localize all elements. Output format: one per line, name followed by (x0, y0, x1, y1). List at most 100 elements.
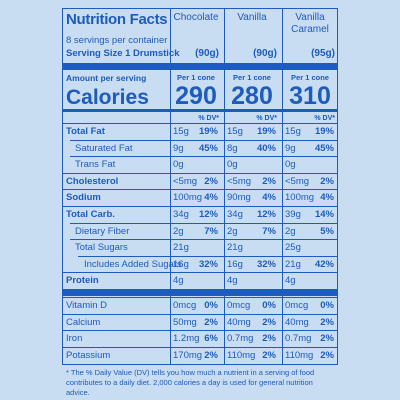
daily-value: 19% (198, 126, 218, 137)
amount: 21g (173, 242, 189, 254)
column-line (282, 8, 283, 365)
nutrient-name: Includes Added Sugars (84, 258, 182, 270)
amount: 1.2mg (173, 333, 200, 345)
amount: 2g (173, 225, 184, 237)
row-rule (62, 189, 338, 191)
daily-value: 42% (314, 258, 334, 270)
column-serving-size: (90g) (253, 48, 277, 59)
column-serving-size: (90g) (195, 48, 219, 59)
dv-header: % DV* (198, 115, 219, 122)
nutrient-name: Total Sugars (75, 242, 128, 254)
daily-value: 7% (204, 225, 218, 237)
amount: 4g (227, 275, 238, 287)
row-rule (62, 206, 338, 207)
servings: 8 servings per container (66, 35, 168, 46)
amount: 2g (227, 225, 238, 237)
daily-value: 0% (204, 300, 218, 311)
row-rule (70, 139, 338, 141)
daily-value: 2% (262, 333, 276, 345)
daily-value: 4% (262, 192, 276, 204)
nutrient-name: Calcium (66, 316, 101, 328)
daily-value: 0% (262, 300, 276, 311)
column-line (224, 8, 225, 365)
frame (62, 8, 338, 365)
daily-value: 7% (262, 225, 276, 237)
calories-value: 310 (289, 82, 331, 110)
daily-value: 2% (262, 175, 276, 187)
daily-value: 32% (198, 258, 218, 270)
row-rule (62, 313, 338, 315)
amount: 0.7mg (285, 333, 312, 345)
amount: 2g (285, 225, 296, 237)
daily-value: 2% (262, 316, 276, 328)
row-rule (62, 123, 338, 124)
amount: 0mcg (173, 300, 197, 311)
amount: 170mg (173, 349, 203, 361)
column-name: Chocolate (173, 12, 219, 23)
daily-value: 19% (256, 126, 276, 137)
calories-value: 280 (231, 82, 273, 110)
dv-header: % DV* (256, 115, 277, 122)
per-cone: Per 1 cone (233, 73, 271, 82)
serving-size: Serving Size 1 Drumstick (66, 48, 180, 59)
calories-label: Calories (66, 86, 149, 109)
amount: 15g (173, 126, 189, 137)
amount: <5mg (173, 175, 198, 187)
amount: 15g (227, 126, 243, 137)
amount: 4g (173, 275, 184, 287)
medium-rule (62, 109, 338, 112)
thick-rule (62, 63, 338, 70)
amount: 16g (173, 258, 189, 270)
amount: 50mg (173, 316, 197, 328)
column-name: Vanilla (237, 12, 267, 23)
per-cone: Per 1 cone (291, 73, 329, 82)
row-rule (62, 330, 338, 332)
column-serving-size: (95g) (311, 48, 335, 59)
row-rule (78, 255, 338, 257)
amount: 110mg (227, 349, 256, 361)
amount: 9g (173, 142, 184, 154)
amount: 21g (285, 258, 301, 270)
amount: 4g (285, 275, 296, 287)
amount: 90mg (227, 192, 251, 204)
row-rule (70, 222, 338, 224)
amount: 39g (285, 209, 301, 220)
daily-value: 2% (320, 316, 334, 328)
daily-value: 40% (256, 142, 276, 154)
daily-value: 12% (198, 209, 218, 220)
amount: 0.7mg (227, 333, 254, 345)
daily-value: 4% (204, 192, 218, 204)
amount: 100mg (173, 192, 203, 204)
daily-value: 12% (256, 209, 276, 220)
dv-header: % DV* (314, 115, 335, 122)
amount: 0mcg (285, 300, 309, 311)
amount: 0g (227, 159, 238, 171)
nutrient-name: Dietary Fiber (75, 225, 130, 237)
column-name: Vanilla Caramel (291, 12, 329, 35)
daily-value: 2% (320, 333, 334, 345)
amount: 0g (285, 159, 296, 171)
row-rule (62, 272, 338, 274)
nutrient-name: Vitamin D (66, 300, 108, 311)
amount: 0mcg (227, 300, 251, 311)
daily-value: 4% (320, 192, 334, 204)
amount: <5mg (285, 175, 310, 187)
daily-value: 6% (204, 333, 218, 345)
amount: 40mg (285, 316, 309, 328)
thick-rule (62, 289, 338, 296)
nutrient-name: Saturated Fat (75, 142, 133, 154)
amount: 100mg (285, 192, 315, 204)
daily-value: 0% (320, 300, 334, 311)
nutrient-name: Cholesterol (66, 175, 119, 187)
row-rule (70, 156, 338, 158)
amount: 15g (285, 126, 301, 137)
daily-value: 2% (204, 349, 218, 361)
row-rule (62, 297, 338, 298)
nutrient-name: Iron (66, 333, 83, 345)
daily-value: 45% (314, 142, 334, 154)
amount: 8g (227, 142, 238, 154)
amount: 40mg (227, 316, 251, 328)
row-rule (62, 172, 338, 174)
row-rule (62, 346, 338, 348)
